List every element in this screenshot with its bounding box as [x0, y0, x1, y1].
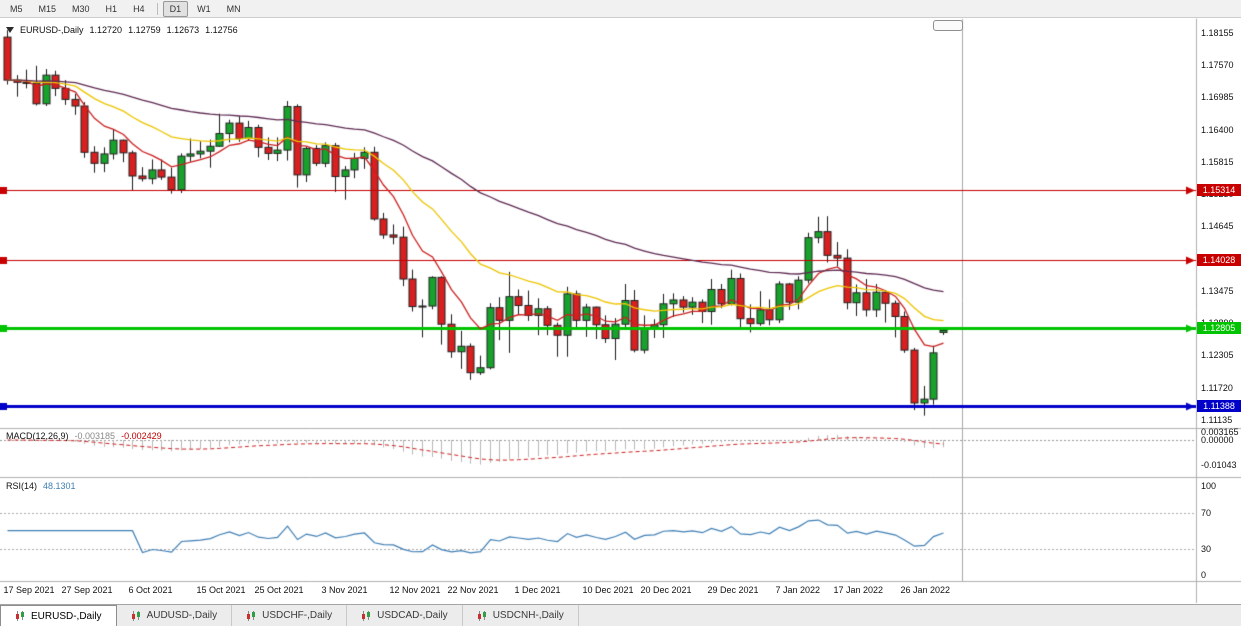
period-button-m15[interactable]: M15 — [38, 3, 57, 14]
symbol-tab-usdcnh[interactable]: USDCNH-,Daily — [463, 605, 579, 626]
candlestick-chart-icon — [477, 610, 487, 621]
quote-low: 1.12673 — [166, 25, 200, 35]
period-button-m5[interactable]: M5 — [10, 3, 23, 14]
tab-label: USDCHF-,Daily — [262, 610, 333, 621]
period-button-d1[interactable]: D1 — [162, 0, 189, 17]
symbol-tab-eurusd[interactable]: EURUSD-,Daily — [0, 605, 117, 626]
period-button-h4[interactable]: H4 — [133, 3, 145, 14]
symbol-marker-icon — [6, 27, 14, 33]
toolbar-divider — [156, 2, 158, 15]
candlestick-chart-icon — [131, 610, 141, 621]
tab-label: USDCNH-,Daily — [492, 610, 564, 621]
quote-open: 1.12720 — [89, 25, 123, 35]
symbol-tab-usdcad[interactable]: USDCAD-,Daily — [347, 605, 463, 626]
period-button-mn[interactable]: MN — [226, 3, 241, 14]
rsi-indicator-header: RSI(14) 48.1301 — [6, 481, 76, 491]
candlestick-chart-icon — [361, 610, 371, 621]
chart-symbol-label: EURUSD-,Daily — [20, 25, 84, 35]
timeframe-toolbar: M5 M15 M30 H1 H4 D1 W1 MN — [0, 0, 1241, 18]
period-button-m30[interactable]: M30 — [72, 3, 90, 14]
symbol-tab-audusd[interactable]: AUDUSD-,Daily — [117, 605, 233, 626]
quote-close: 1.12756 — [205, 25, 238, 35]
quote-high: 1.12759 — [128, 25, 161, 35]
macd-signal-value: -0.002429 — [121, 431, 162, 441]
candlestick-chart-icon — [246, 610, 256, 621]
tab-label: EURUSD-,Daily — [31, 610, 102, 622]
macd-indicator-header: MACD(12,26,9) -0.003185 -0.002429 — [6, 431, 162, 441]
rsi-value: 48.1301 — [43, 481, 76, 491]
candlestick-chart-icon — [15, 611, 25, 621]
rsi-name: RSI(14) — [6, 481, 38, 491]
chart-tab-bar: EURUSD-,Daily AUDUSD-,Daily USDCHF-,Daily U… — [0, 604, 1241, 626]
scrollbar-thumb[interactable] — [933, 20, 963, 31]
macd-name: MACD(12,26,9) — [6, 431, 69, 441]
macd-value: -0.003185 — [74, 431, 116, 441]
tab-label: USDCAD-,Daily — [377, 610, 448, 621]
period-button-w1[interactable]: W1 — [197, 3, 211, 14]
symbol-tab-usdchf[interactable]: USDCHF-,Daily — [232, 605, 348, 626]
period-button-h1[interactable]: H1 — [105, 3, 118, 14]
tab-label: AUDUSD-,Daily — [146, 610, 218, 621]
chart-ohlc-header: EURUSD-,Daily 1.12720 1.12759 1.12673 1.… — [6, 25, 238, 35]
